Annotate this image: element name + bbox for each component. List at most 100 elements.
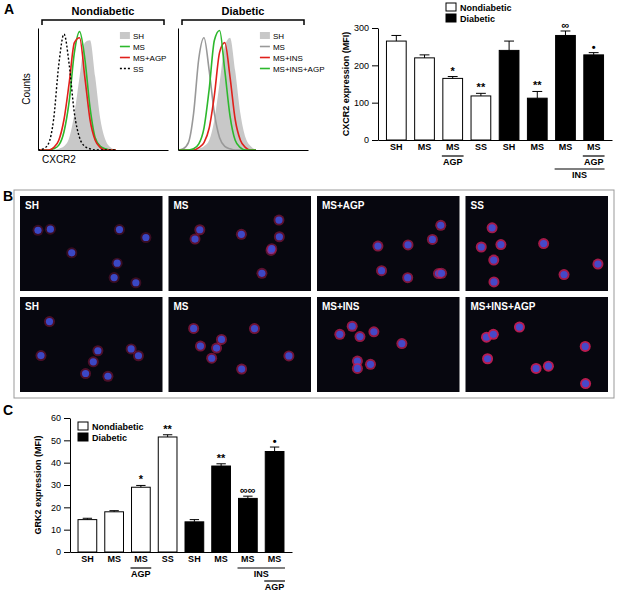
cell-cytoplasm bbox=[347, 321, 358, 332]
legend-swatch bbox=[120, 46, 130, 48]
cell-cytoplasm bbox=[487, 222, 498, 233]
cell-nucleus bbox=[132, 279, 139, 286]
y-axis-title: Counts bbox=[21, 73, 32, 105]
tick-mark bbox=[64, 463, 70, 464]
cell-cytoplasm bbox=[435, 220, 446, 231]
bar bbox=[471, 96, 491, 140]
cell-cytoplasm bbox=[488, 276, 499, 287]
cell-nucleus bbox=[213, 344, 220, 351]
cell-cytoplasm bbox=[256, 268, 267, 279]
cell-nucleus bbox=[438, 270, 445, 277]
micrograph-background bbox=[20, 196, 163, 291]
significance-label: ∞ bbox=[562, 19, 570, 31]
histogram-line bbox=[178, 30, 256, 150]
cell-cytoplasm bbox=[266, 243, 277, 254]
bar bbox=[527, 98, 547, 140]
legend-swatch bbox=[260, 57, 270, 59]
cell-cytoplasm bbox=[114, 224, 125, 235]
axis-line bbox=[70, 419, 71, 553]
y-tick: 10 bbox=[51, 525, 70, 535]
y-tick-label: 50 bbox=[51, 436, 61, 446]
y-tick: 100 bbox=[354, 98, 378, 108]
error-bar bbox=[216, 464, 225, 466]
legend: NondiabeticDiabetic bbox=[446, 3, 512, 24]
y-tick: 300 bbox=[354, 23, 378, 33]
cell-cytoplasm bbox=[402, 272, 413, 283]
cell-nucleus bbox=[238, 231, 245, 238]
cell-nucleus bbox=[251, 325, 258, 332]
cell-nucleus bbox=[374, 243, 381, 250]
tick-mark bbox=[64, 485, 70, 486]
y-tick-label: 200 bbox=[354, 61, 369, 71]
histogram-panel: NondiabeticCountsCXCR2SHMSMS+AGPSS bbox=[21, 5, 169, 165]
y-axis bbox=[38, 29, 39, 151]
y-tick-label: 0 bbox=[56, 547, 61, 557]
x-tick-label: MS bbox=[107, 554, 121, 564]
cell-cytoplasm bbox=[365, 359, 376, 370]
cell-cytoplasm bbox=[531, 363, 542, 374]
tick-mark bbox=[64, 530, 70, 531]
cell-nucleus bbox=[190, 325, 197, 332]
cell-cytoplasm bbox=[514, 322, 525, 333]
micrograph-label: MS bbox=[174, 301, 189, 312]
cell-nucleus bbox=[354, 365, 361, 372]
y-axis: 0102030405060 bbox=[51, 413, 71, 557]
cell-nucleus bbox=[497, 241, 504, 248]
plot-marks bbox=[178, 30, 256, 150]
histogram-area bbox=[178, 38, 256, 150]
cell-cytoplasm bbox=[194, 224, 205, 235]
cell-cytoplasm bbox=[352, 363, 363, 374]
cell-nucleus bbox=[582, 343, 589, 350]
cell-nucleus bbox=[197, 342, 204, 349]
x-axis: SHMSMSSSSHMSMSMS bbox=[71, 553, 293, 565]
cell-cytoplasm bbox=[436, 268, 447, 279]
x-tick: MS bbox=[531, 142, 545, 152]
cell-nucleus bbox=[46, 318, 53, 325]
y-tick-label: 100 bbox=[354, 98, 369, 108]
y-axis-title: CXCR2 expression (MFI) bbox=[341, 32, 351, 137]
bar-chart: *****∞∞•0102030405060SHMSMSSSSHMSMSMSINS… bbox=[33, 413, 293, 592]
histogram-line bbox=[178, 38, 256, 150]
y-tick: 60 bbox=[51, 413, 70, 423]
cell-cytoplasm bbox=[368, 326, 379, 337]
tick-mark bbox=[64, 552, 70, 553]
y-tick: 30 bbox=[51, 480, 70, 490]
error-bar bbox=[163, 435, 172, 437]
error-bar bbox=[561, 31, 571, 35]
axis-line bbox=[39, 150, 169, 151]
group-label: AGP bbox=[584, 157, 604, 167]
cell-nucleus bbox=[429, 236, 436, 243]
y-axis bbox=[178, 29, 179, 151]
cell-cytoplasm bbox=[580, 341, 591, 352]
cell-cytoplasm bbox=[543, 361, 554, 372]
cell-nucleus bbox=[488, 224, 495, 231]
group-label: AGP bbox=[131, 569, 151, 579]
bar bbox=[158, 437, 177, 552]
histogram-line bbox=[38, 32, 116, 150]
x-tick-label: SH bbox=[81, 554, 94, 564]
x-tick-label: MS bbox=[418, 142, 432, 152]
legend-label: SH bbox=[133, 32, 144, 41]
cell-cytoplasm bbox=[274, 231, 285, 242]
cell-cytoplasm bbox=[45, 224, 56, 235]
cell-cytoplasm bbox=[44, 316, 55, 327]
x-tick-label: MS bbox=[214, 554, 228, 564]
x-axis bbox=[39, 150, 169, 151]
y-tick: 20 bbox=[51, 503, 70, 513]
cell-cytoplasm bbox=[188, 323, 199, 334]
title-bracket bbox=[182, 20, 304, 25]
cell-nucleus bbox=[437, 222, 444, 229]
micrograph: SH bbox=[20, 297, 163, 392]
error-bar bbox=[243, 496, 252, 498]
cell-nucleus bbox=[370, 328, 377, 335]
error-bar bbox=[109, 511, 118, 512]
x-tick: MS bbox=[107, 554, 121, 564]
legend-swatch bbox=[78, 433, 88, 441]
micrograph: SS bbox=[466, 196, 609, 291]
histogram-area bbox=[38, 40, 116, 150]
micrograph: MS+AGP bbox=[317, 196, 460, 291]
y-tick: 200 bbox=[354, 61, 378, 71]
cell-nucleus bbox=[90, 358, 97, 365]
cell-nucleus bbox=[208, 355, 215, 362]
tick-mark bbox=[372, 103, 378, 104]
